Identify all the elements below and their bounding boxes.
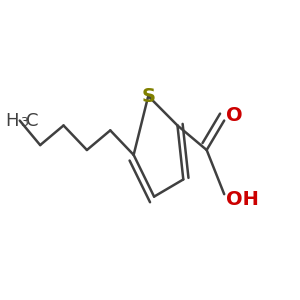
Text: OH: OH xyxy=(226,190,259,208)
Text: S: S xyxy=(141,86,155,106)
Text: C: C xyxy=(26,112,38,130)
Text: O: O xyxy=(226,106,242,125)
Text: H: H xyxy=(6,112,19,130)
Text: 3: 3 xyxy=(20,116,28,129)
